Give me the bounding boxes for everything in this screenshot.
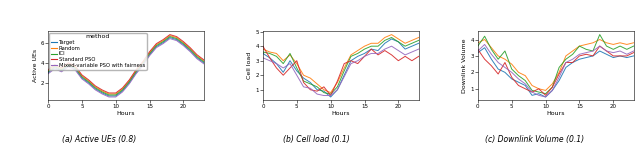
- X-axis label: Hours: Hours: [547, 111, 565, 116]
- Y-axis label: Cell load: Cell load: [248, 52, 253, 79]
- X-axis label: Hours: Hours: [332, 111, 350, 116]
- Text: (b) Cell load (0.1): (b) Cell load (0.1): [284, 135, 350, 143]
- Text: (c) Downlink Volume (0.1): (c) Downlink Volume (0.1): [485, 135, 584, 143]
- X-axis label: Hours: Hours: [116, 111, 135, 116]
- Legend: Target, Random, ICI, Standard PSO, Mixed-variable PSO with fairness: Target, Random, ICI, Standard PSO, Mixed…: [49, 32, 147, 70]
- Y-axis label: Active UEs: Active UEs: [33, 49, 38, 82]
- Text: (a) Active UEs (0.8): (a) Active UEs (0.8): [62, 135, 136, 143]
- Y-axis label: Downlink Volume: Downlink Volume: [463, 38, 467, 93]
